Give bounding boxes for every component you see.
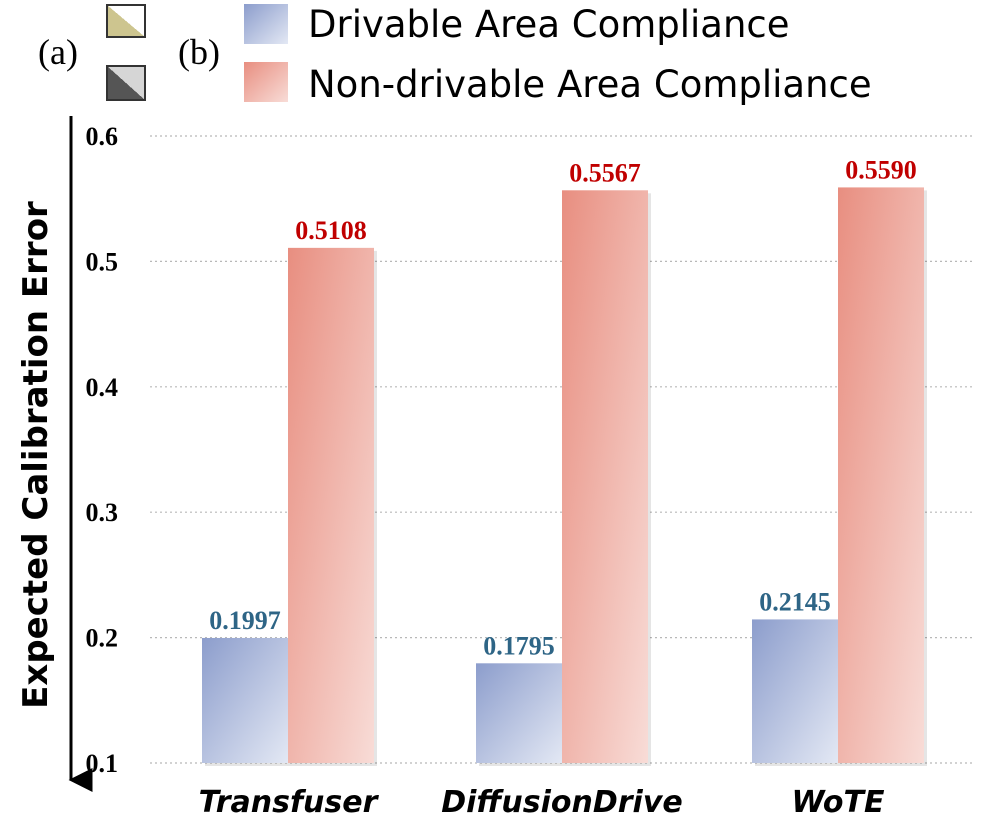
bar-nondrivable-diffusiondrive	[562, 190, 648, 763]
bar-nondrivable-transfuser	[288, 247, 374, 763]
bars	[202, 187, 927, 766]
legend-swatch-drivable	[244, 4, 288, 44]
bar-drivable-diffusiondrive	[476, 663, 562, 763]
bar-drivable-transfuser	[202, 637, 288, 763]
data-label: 0.1795	[483, 631, 555, 660]
data-label: 0.5590	[845, 155, 917, 184]
legend-label-drivable: Drivable Area Compliance	[308, 3, 790, 46]
x-tick-label: Transfuser	[199, 785, 380, 820]
x-tick-label: WoTE	[791, 785, 885, 820]
legend-swatch-b	[106, 65, 146, 101]
legend-label-nondrivable: Non-drivable Area Compliance	[308, 63, 872, 106]
legend-swatch-a	[106, 4, 146, 38]
x-tick-labels: Transfuser DiffusionDrive WoTE	[199, 785, 885, 820]
legend: (a) (b) Drivable Area Compliance Non-dri…	[38, 3, 872, 106]
legend-marker-b-label: (b)	[178, 32, 220, 72]
data-labels: 0.1997 0.5108 0.1795 0.5567 0.2145 0.5590	[209, 155, 917, 660]
y-tick-label: 0.5	[86, 247, 119, 276]
legend-swatch-nondrivable	[244, 62, 288, 102]
data-label: 0.5567	[569, 158, 641, 187]
y-tick-labels: 0.1 0.2 0.3 0.4 0.5 0.6	[86, 122, 119, 778]
y-axis-label: Expected Calibration Error	[16, 201, 56, 709]
y-tick-label: 0.3	[86, 498, 119, 527]
y-tick-label: 0.1	[86, 749, 119, 778]
y-tick-label: 0.4	[86, 373, 119, 402]
bar-nondrivable-wote	[838, 187, 924, 763]
data-label: 0.2145	[759, 587, 831, 616]
y-tick-label: 0.6	[86, 122, 119, 151]
x-tick-label: DiffusionDrive	[441, 785, 683, 820]
y-tick-label: 0.2	[86, 624, 119, 653]
data-label: 0.1997	[209, 606, 281, 635]
data-label: 0.5108	[295, 216, 367, 245]
y-axis: Expected Calibration Error	[16, 116, 93, 792]
legend-marker-a-label: (a)	[38, 32, 78, 72]
bar-drivable-wote	[752, 619, 838, 763]
